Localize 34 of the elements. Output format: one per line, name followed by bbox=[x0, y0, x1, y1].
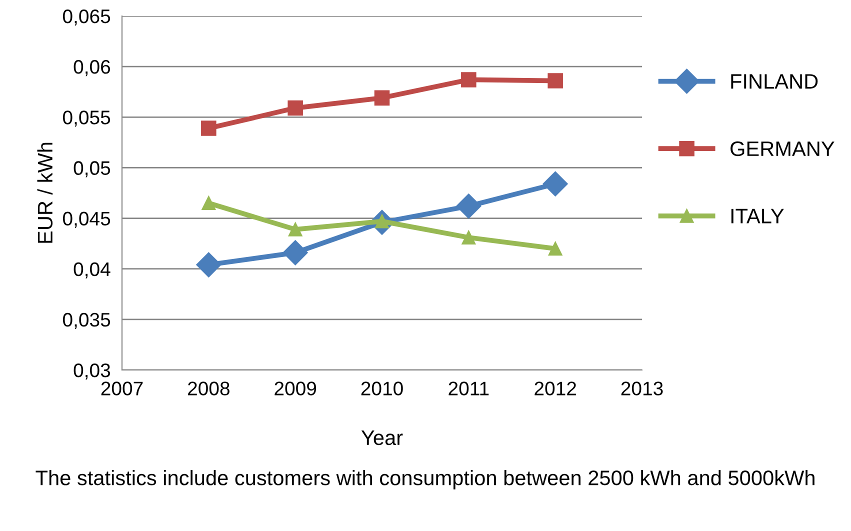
x-tick-label: 2011 bbox=[448, 382, 489, 396]
point bbox=[288, 222, 302, 236]
point bbox=[548, 73, 563, 88]
x-tick-label: 2010 bbox=[361, 382, 403, 396]
x-tick-label: 2013 bbox=[621, 382, 663, 396]
y-tick-label: 0,065 bbox=[62, 9, 110, 26]
y-tick-label: 0,06 bbox=[74, 60, 110, 76]
legend-label: FINLAND bbox=[731, 74, 818, 89]
point bbox=[201, 120, 216, 136]
text: The statistics include customers with consumption between 2500 kWh and 5000kWh bbox=[36, 470, 814, 490]
point bbox=[461, 72, 476, 88]
y-tick-label: 0,045 bbox=[62, 212, 110, 228]
legend-label: ITALY bbox=[731, 208, 784, 224]
point bbox=[548, 242, 562, 256]
x-tick-label: 2008 bbox=[188, 382, 230, 396]
legend-label: GERMANY bbox=[730, 141, 834, 156]
point bbox=[282, 240, 308, 266]
x-tick-label: 2012 bbox=[534, 382, 576, 396]
x-axis-title: Year bbox=[361, 430, 403, 446]
y-axis-title: EUR / kWh bbox=[37, 142, 53, 243]
point bbox=[196, 252, 222, 278]
point bbox=[456, 194, 482, 219]
x-tick-label: 2007 bbox=[101, 382, 143, 396]
point bbox=[202, 196, 216, 210]
x-tick-label: 2009 bbox=[274, 382, 316, 396]
point bbox=[288, 100, 303, 116]
point bbox=[374, 90, 390, 106]
point bbox=[542, 171, 568, 196]
y-tick-label: 0,04 bbox=[74, 262, 110, 278]
point bbox=[462, 230, 476, 244]
y-tick-label: 0,05 bbox=[74, 161, 110, 178]
y-tick-label: 0,03 bbox=[74, 363, 110, 380]
y-tick-label: 0,055 bbox=[62, 110, 110, 127]
y-tick-label: 0,035 bbox=[62, 312, 110, 329]
